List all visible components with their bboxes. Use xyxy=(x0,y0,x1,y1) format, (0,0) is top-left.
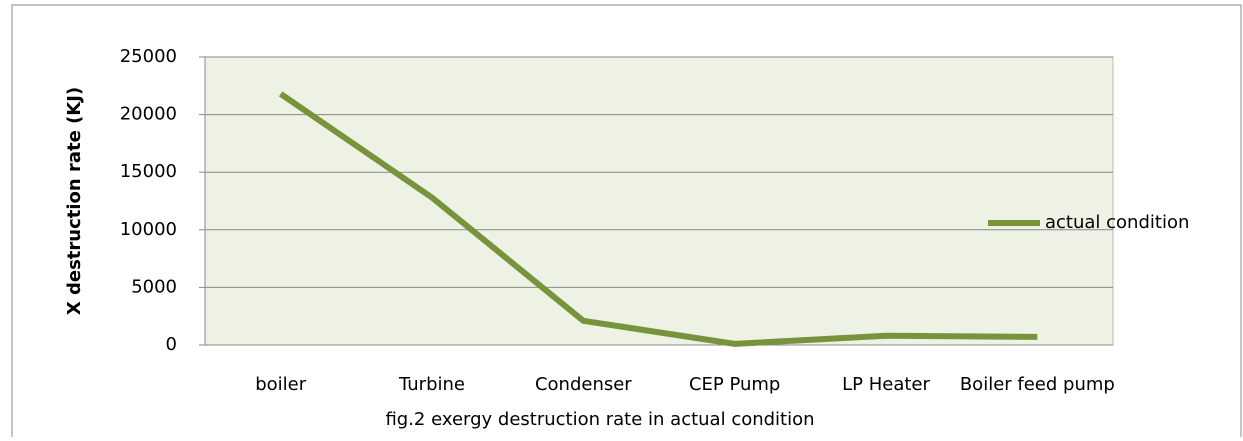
y-tick-label: 5000 xyxy=(131,276,177,297)
plot-area xyxy=(204,56,1114,346)
y-tick-label: 0 xyxy=(166,334,177,355)
x-tick-label: Condenser xyxy=(535,374,632,395)
y-tick-label: 10000 xyxy=(120,219,177,240)
x-tick-label: LP Heater xyxy=(842,374,930,395)
x-tick-label: boiler xyxy=(255,374,307,395)
series-line xyxy=(278,91,1038,347)
x-tick-label: Boiler feed pump xyxy=(960,374,1115,395)
y-axis-label: X destruction rate (KJ) xyxy=(64,87,85,315)
y-tick-label: 20000 xyxy=(120,104,177,125)
y-tick-label: 15000 xyxy=(120,161,177,182)
y-tick-label: 25000 xyxy=(120,46,177,67)
legend-label: actual condition xyxy=(1045,212,1189,233)
x-tick-label: CEP Pump xyxy=(689,374,780,395)
x-tick-label: Turbine xyxy=(398,374,465,395)
caption: fig.2 exergy destruction rate in actual … xyxy=(385,409,814,430)
